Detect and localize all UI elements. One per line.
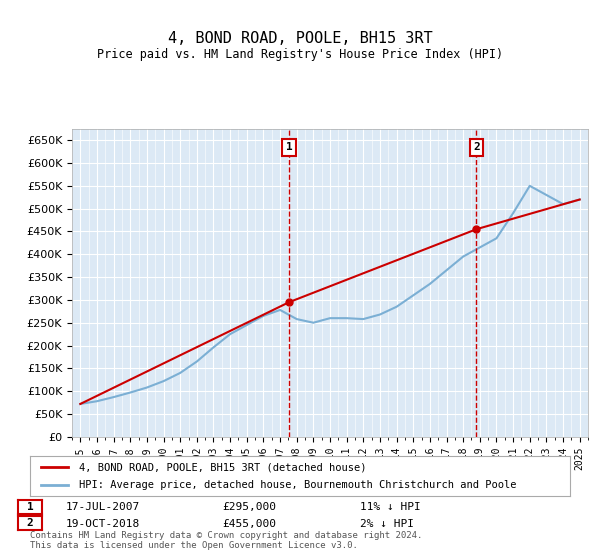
Text: £455,000: £455,000	[222, 519, 276, 529]
Text: £295,000: £295,000	[222, 502, 276, 512]
Text: 19-OCT-2018: 19-OCT-2018	[66, 519, 140, 529]
Text: HPI: Average price, detached house, Bournemouth Christchurch and Poole: HPI: Average price, detached house, Bour…	[79, 479, 516, 489]
Text: 17-JUL-2007: 17-JUL-2007	[66, 502, 140, 512]
Text: 2: 2	[473, 142, 480, 152]
Text: 2: 2	[26, 519, 34, 528]
Text: 1: 1	[26, 502, 34, 511]
Text: Contains HM Land Registry data © Crown copyright and database right 2024.
This d: Contains HM Land Registry data © Crown c…	[30, 530, 422, 550]
Text: 2% ↓ HPI: 2% ↓ HPI	[360, 519, 414, 529]
Text: 4, BOND ROAD, POOLE, BH15 3RT (detached house): 4, BOND ROAD, POOLE, BH15 3RT (detached …	[79, 463, 366, 473]
Text: 4, BOND ROAD, POOLE, BH15 3RT: 4, BOND ROAD, POOLE, BH15 3RT	[167, 31, 433, 46]
Text: Price paid vs. HM Land Registry's House Price Index (HPI): Price paid vs. HM Land Registry's House …	[97, 48, 503, 60]
Text: 11% ↓ HPI: 11% ↓ HPI	[360, 502, 421, 512]
Text: 1: 1	[286, 142, 292, 152]
